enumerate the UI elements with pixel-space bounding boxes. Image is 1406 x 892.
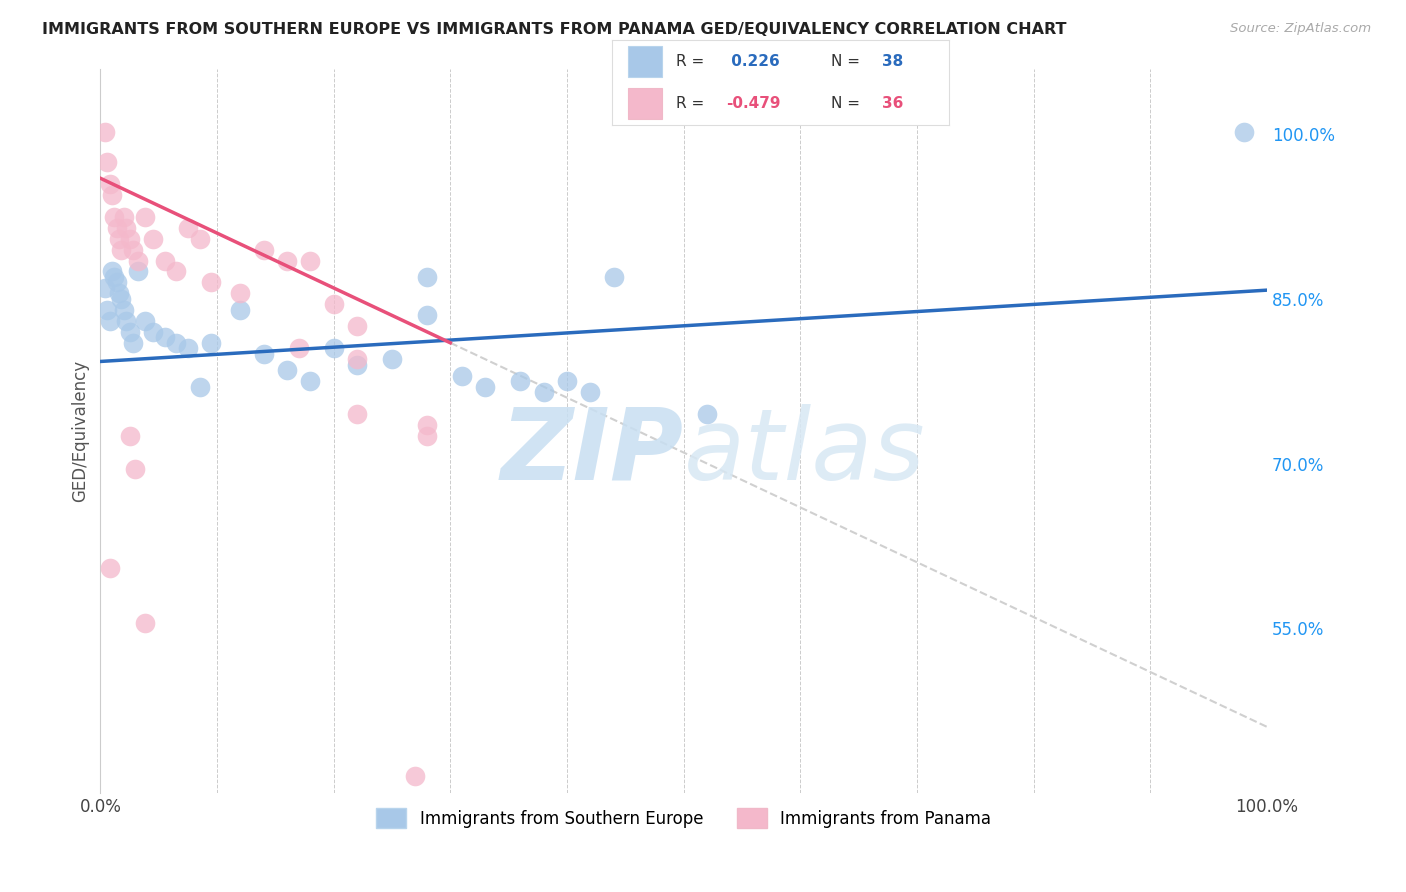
Point [96,154,118,169]
Point [253,347,276,361]
Point [177,220,200,235]
Point [1232,125,1254,139]
Text: atlas: atlas [683,404,925,500]
Point [509,374,531,388]
Point [108,286,131,301]
Point [555,374,578,388]
Point [229,286,252,301]
Point [322,297,344,311]
Point [153,253,176,268]
Point [416,270,439,285]
Point [118,325,141,339]
Point [253,243,276,257]
Text: 36: 36 [882,96,903,112]
Y-axis label: GED/Equivalency: GED/Equivalency [72,359,89,501]
Point [134,210,156,224]
Point [602,270,624,285]
Point [134,615,156,630]
Point [108,231,131,245]
Point [287,341,309,355]
Point [94,125,117,139]
Point [110,292,132,306]
Point [165,335,187,350]
Point [177,341,200,355]
Legend: Immigrants from Southern Europe, Immigrants from Panama: Immigrants from Southern Europe, Immigra… [370,801,997,835]
Text: 38: 38 [882,54,903,69]
Point [276,363,298,377]
Point [346,352,368,367]
Text: ZIP: ZIP [501,404,683,500]
Point [188,231,211,245]
Point [101,264,124,278]
Point [579,385,602,400]
Point [112,210,135,224]
Point [122,335,145,350]
Point [229,302,252,317]
Point [474,380,496,394]
Point [98,560,121,574]
Point [103,270,125,285]
Point [115,220,138,235]
Point [299,253,322,268]
Point [299,374,322,388]
Point [451,368,474,383]
Point [322,341,344,355]
Point [416,429,439,443]
Point [153,330,176,344]
Point [103,210,125,224]
Text: N =: N = [831,96,865,112]
FancyBboxPatch shape [628,46,662,77]
Text: R =: R = [676,96,709,112]
Point [115,314,138,328]
Point [101,187,124,202]
Text: Source: ZipAtlas.com: Source: ZipAtlas.com [1230,22,1371,36]
FancyBboxPatch shape [628,88,662,119]
Point [112,302,135,317]
Point [276,253,298,268]
Point [118,231,141,245]
Point [404,769,426,783]
Point [105,220,128,235]
Point [346,407,368,421]
Point [96,302,118,317]
Point [142,325,165,339]
Point [127,264,149,278]
Point [346,319,368,334]
Point [416,418,439,433]
Point [134,314,156,328]
Point [346,358,368,372]
Point [200,276,222,290]
Text: -0.479: -0.479 [727,96,780,112]
Point [142,231,165,245]
Point [98,177,121,191]
Point [165,264,187,278]
Point [200,335,222,350]
Point [696,407,718,421]
Text: IMMIGRANTS FROM SOUTHERN EUROPE VS IMMIGRANTS FROM PANAMA GED/EQUIVALENCY CORREL: IMMIGRANTS FROM SOUTHERN EUROPE VS IMMIG… [42,22,1067,37]
Text: N =: N = [831,54,865,69]
Point [105,276,128,290]
Point [188,380,211,394]
Text: R =: R = [676,54,709,69]
Point [533,385,555,400]
Point [94,281,117,295]
Point [118,429,141,443]
Point [98,314,121,328]
Point [124,462,146,476]
Point [127,253,149,268]
Point [122,243,145,257]
Point [381,352,404,367]
Point [416,309,439,323]
Text: 0.226: 0.226 [727,54,780,69]
Point [110,243,132,257]
